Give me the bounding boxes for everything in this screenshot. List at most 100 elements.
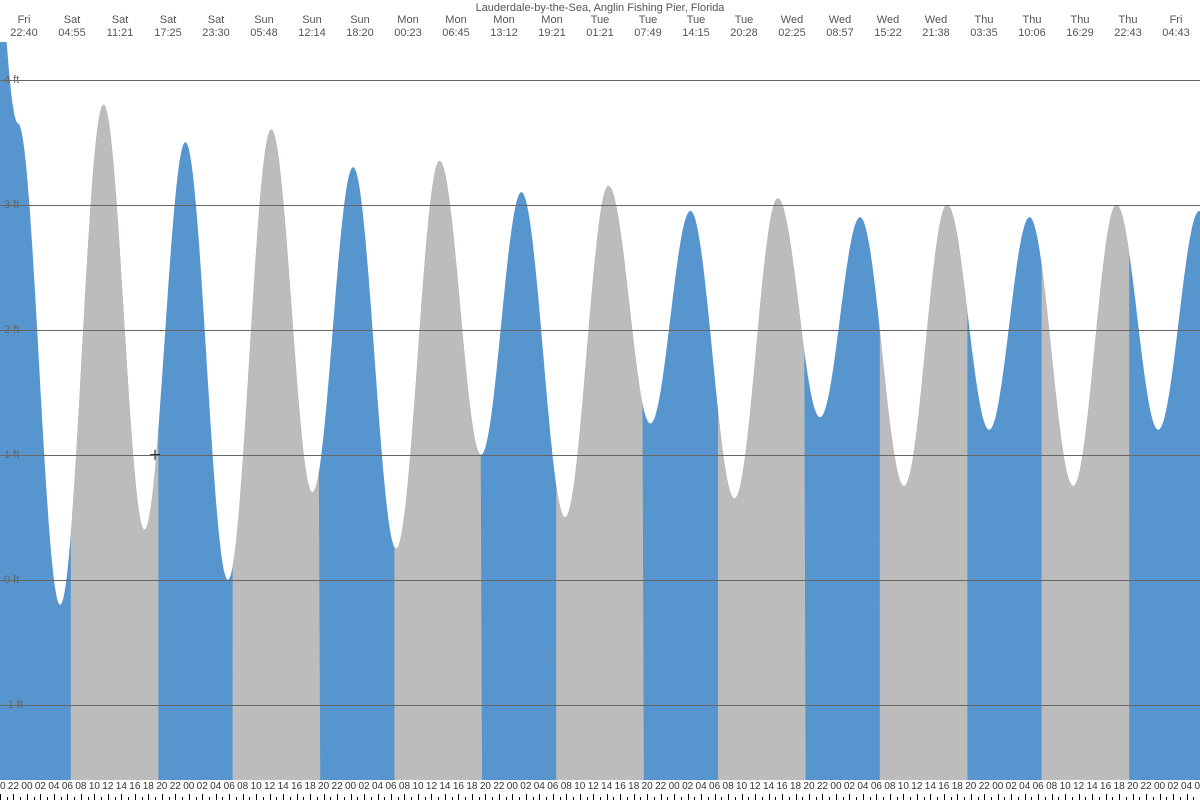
hour-tick — [903, 794, 904, 800]
hour-tick — [822, 794, 823, 800]
header-item: Tue14:15 — [673, 14, 719, 40]
hour-label: 08 — [1045, 781, 1059, 792]
header-item: Sat04:55 — [49, 14, 95, 40]
hour-tick — [863, 794, 864, 800]
hour-tick — [769, 794, 770, 800]
hour-label: 00 — [991, 781, 1005, 792]
y-axis-label: -1 ft — [4, 699, 23, 711]
hour-label: 16 — [775, 781, 789, 792]
hour-tick — [148, 794, 149, 800]
hour-tick — [1173, 794, 1174, 800]
hour-tick — [243, 794, 244, 800]
hour-tick — [1106, 794, 1107, 800]
hour-label: 20 — [155, 781, 169, 792]
hour-label: 00 — [182, 781, 196, 792]
hour-label: 16 — [451, 781, 465, 792]
header-item: Mon06:45 — [433, 14, 479, 40]
hour-axis: 2022000204060810121416182022000204060810… — [0, 780, 1200, 800]
hour-label: 16 — [937, 781, 951, 792]
hour-label: 02 — [681, 781, 695, 792]
hour-label: 22 — [815, 781, 829, 792]
hour-label: 06 — [708, 781, 722, 792]
hour-label: 10 — [411, 781, 425, 792]
hour-label: 00 — [1153, 781, 1167, 792]
hour-tick — [202, 794, 203, 800]
hour-label: 20 — [802, 781, 816, 792]
hour-label: 06 — [546, 781, 560, 792]
hour-tick — [728, 794, 729, 800]
hour-tick — [715, 794, 716, 800]
hour-label: 22 — [977, 781, 991, 792]
hour-tick — [135, 794, 136, 800]
hour-label: 04 — [1018, 781, 1032, 792]
hour-label: 18 — [789, 781, 803, 792]
hour-label: 16 — [613, 781, 627, 792]
hour-label: 10 — [735, 781, 749, 792]
hour-tick — [216, 794, 217, 800]
y-axis-label: 2 ft — [4, 324, 19, 336]
hour-tick — [162, 794, 163, 800]
hour-tick — [1133, 794, 1134, 800]
hour-label: 06 — [1031, 781, 1045, 792]
hour-tick — [566, 794, 567, 800]
hour-tick — [1065, 794, 1066, 800]
header-item: Sat17:25 — [145, 14, 191, 40]
hour-label: 08 — [883, 781, 897, 792]
hour-label: 16 — [128, 781, 142, 792]
chart-title: Lauderdale-by-the-Sea, Anglin Fishing Pi… — [0, 2, 1200, 14]
hour-tick — [54, 794, 55, 800]
header-item: Wed21:38 — [913, 14, 959, 40]
hour-tick — [957, 794, 958, 800]
hour-tick — [553, 794, 554, 800]
hour-label: 04 — [532, 781, 546, 792]
hour-tick — [998, 794, 999, 800]
hour-tick — [418, 794, 419, 800]
hour-label: 02 — [33, 781, 47, 792]
hour-label: 16 — [290, 781, 304, 792]
hour-tick — [1052, 794, 1053, 800]
hour-tick — [593, 794, 594, 800]
hour-label: 20 — [964, 781, 978, 792]
hour-label: 08 — [721, 781, 735, 792]
hour-tick — [984, 794, 985, 800]
header-item: Sun05:48 — [241, 14, 287, 40]
hour-tick — [1187, 794, 1188, 800]
hour-label: 18 — [1112, 781, 1126, 792]
hour-label: 22 — [6, 781, 20, 792]
hour-tick — [378, 794, 379, 800]
hour-tick — [971, 794, 972, 800]
hour-label: 00 — [667, 781, 681, 792]
hour-tick — [836, 794, 837, 800]
hour-label: 02 — [357, 781, 371, 792]
hour-tick — [297, 794, 298, 800]
hour-label: 10 — [896, 781, 910, 792]
hour-tick — [688, 794, 689, 800]
gridline — [0, 455, 1200, 456]
hour-label: 12 — [1072, 781, 1086, 792]
hour-label: 18 — [627, 781, 641, 792]
hour-tick — [674, 794, 675, 800]
hour-tick — [930, 794, 931, 800]
hour-tick — [40, 794, 41, 800]
hour-label: 06 — [60, 781, 74, 792]
tide-curve — [0, 42, 1200, 780]
hour-label: 04 — [371, 781, 385, 792]
hour-label: 02 — [519, 781, 533, 792]
hour-tick — [351, 794, 352, 800]
gridline — [0, 330, 1200, 331]
hour-tick — [876, 794, 877, 800]
hour-tick — [67, 794, 68, 800]
header-item: Fri04:43 — [1153, 14, 1199, 40]
hour-label: 02 — [1166, 781, 1180, 792]
hour-tick — [755, 794, 756, 800]
hour-label: 20 — [640, 781, 654, 792]
hour-label: 04 — [694, 781, 708, 792]
hour-label: 22 — [330, 781, 344, 792]
hour-tick — [620, 794, 621, 800]
hour-tick — [1146, 794, 1147, 800]
hour-tick — [1160, 794, 1161, 800]
hour-label: 06 — [869, 781, 883, 792]
hour-tick — [782, 794, 783, 800]
header-item: Mon19:21 — [529, 14, 575, 40]
header-item: Tue01:21 — [577, 14, 623, 40]
